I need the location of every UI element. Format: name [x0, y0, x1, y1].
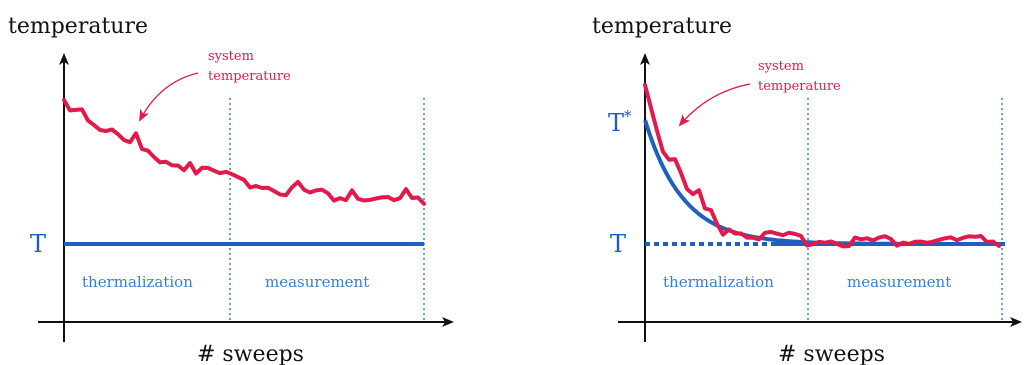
right-target-label: T: [610, 230, 626, 258]
right-exponential-relaxation-curve: [643, 119, 1005, 246]
left-panel: temperature T system temperature thermal…: [8, 14, 454, 365]
left-annotation-arrow: [139, 72, 199, 122]
right-y-axis-label: temperature: [592, 14, 732, 39]
right-annotation-line2: temperature: [758, 79, 841, 94]
right-annotation-arrow: [678, 83, 751, 127]
right-start-label: T*: [608, 107, 632, 137]
left-system-temperature-curve: [62, 98, 426, 206]
right-phase-thermalization-label: thermalization: [663, 273, 774, 291]
left-annotation-line1: system: [208, 49, 254, 64]
right-annotation-line1: system: [758, 59, 804, 74]
left-y-axis-label: temperature: [8, 14, 148, 39]
left-annotation-line2: temperature: [208, 69, 291, 84]
right-x-axis-label: # sweeps: [778, 342, 885, 365]
right-panel: temperature T T* system temperature ther…: [592, 14, 1022, 365]
left-phase-thermalization-label: thermalization: [82, 273, 193, 291]
left-target-label: T: [30, 230, 46, 258]
left-phase-measurement-label: measurement: [265, 273, 369, 291]
right-phase-measurement-label: measurement: [847, 273, 951, 291]
left-x-axis-label: # sweeps: [197, 342, 304, 365]
right-system-temperature-curve: [643, 82, 1001, 249]
